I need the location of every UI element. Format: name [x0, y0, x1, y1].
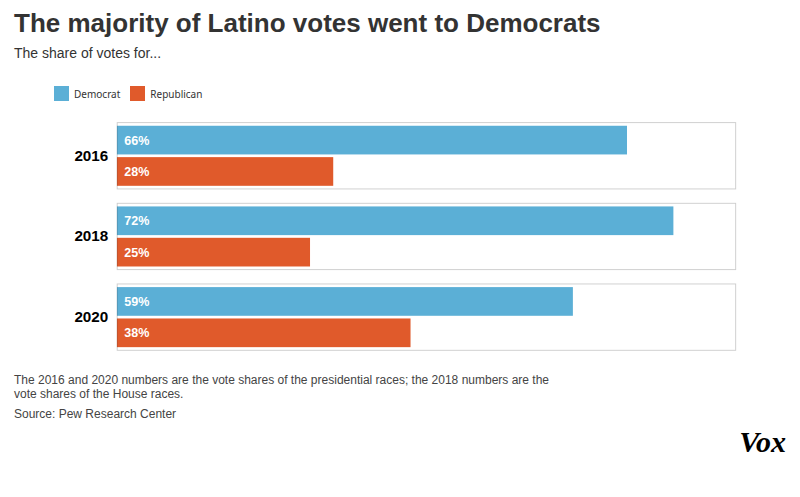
html-text:Republican: Republican	[150, 86, 203, 101]
html-text:The 2016 and 2020 numbers are: The 2016 and 2020 numbers are the vote s…	[14, 373, 549, 401]
svg-text:25%: 25%	[124, 246, 149, 260]
html-text:The share of votes for...: The share of votes for...	[14, 45, 162, 61]
svg-text:59%: 59%	[124, 295, 149, 309]
svg-text:2020: 2020	[74, 308, 108, 325]
html-text:Source: Pew Research Center: Source: Pew Research Center	[14, 407, 177, 421]
svg-text:66%: 66%	[124, 134, 149, 148]
svg-text:38%: 38%	[124, 326, 149, 340]
svg-text:2018: 2018	[74, 227, 108, 244]
svg-text:28%: 28%	[124, 165, 149, 179]
svg-text:2016: 2016	[74, 147, 108, 164]
svg-text:72%: 72%	[124, 214, 149, 228]
html-text:Democrat: Democrat	[74, 86, 121, 101]
html-text:Vox: Vox	[739, 425, 786, 458]
html-text:The majority of Latino votes w: The majority of Latino votes went to Dem…	[14, 8, 601, 38]
